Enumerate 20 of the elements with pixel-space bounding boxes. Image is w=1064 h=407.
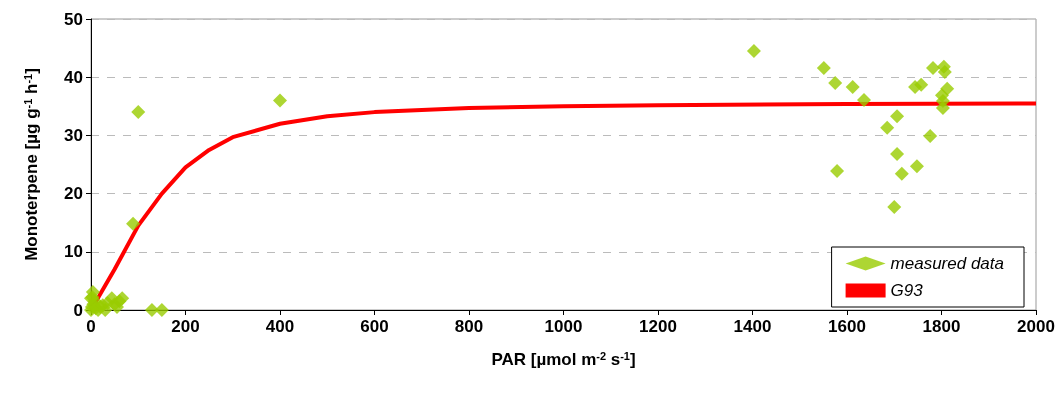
x-tick-label: 600 <box>360 317 389 336</box>
y-axis-title: Monoterpene [µg g-1 h-1] <box>21 68 41 261</box>
x-tick-label: 1200 <box>639 317 677 336</box>
legend-label: measured data <box>890 254 1004 273</box>
x-tick-label: 0 <box>86 317 96 336</box>
y-tick-label: 10 <box>64 242 83 262</box>
y-tick-label: 20 <box>64 184 83 204</box>
x-tick-label: 1000 <box>544 317 583 336</box>
x-tick-label: 1400 <box>733 317 772 336</box>
x-tick-label: 1800 <box>922 317 961 336</box>
y-tick-label: 30 <box>64 125 83 145</box>
y-tick-label: 50 <box>64 9 83 29</box>
x-tick-label: 1600 <box>828 317 866 336</box>
y-tick-label: 0 <box>73 300 83 320</box>
x-tick-label: 800 <box>454 317 484 336</box>
x-tick-label: 200 <box>171 317 200 336</box>
legend-label: G93 <box>890 281 924 300</box>
x-tick-label: 400 <box>265 317 295 336</box>
x-tick-label: 2000 <box>1017 317 1055 336</box>
y-tick-label: 40 <box>64 67 83 87</box>
